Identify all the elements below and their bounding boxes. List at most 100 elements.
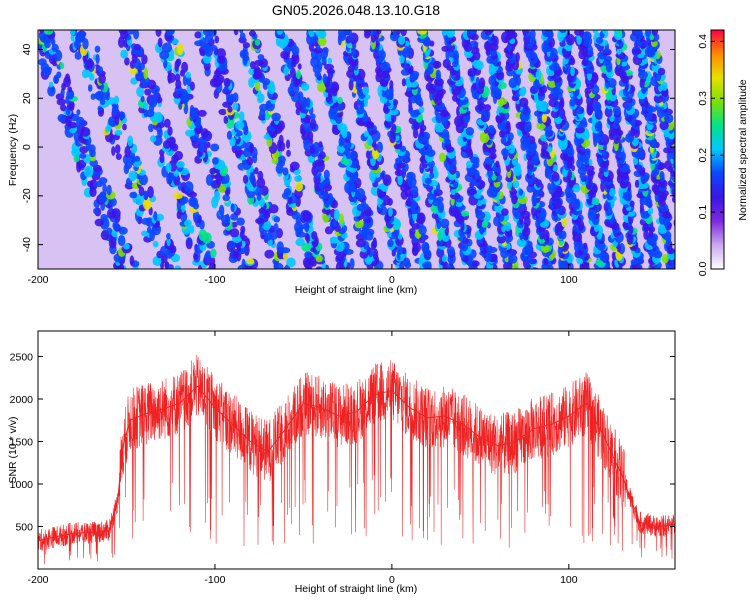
- heatmap-cell: [218, 108, 227, 116]
- heatmap-cell: [327, 57, 333, 65]
- heatmap-cell: [487, 124, 495, 134]
- heatmap-cell: [289, 67, 296, 79]
- heatmap-cell: [174, 265, 182, 269]
- heatmap-cell: [596, 37, 603, 44]
- heatmap-cell: [223, 115, 229, 124]
- heatmap-stripe: [592, 30, 645, 269]
- heatmap-stripe: [118, 30, 217, 269]
- heatmap-cell: [230, 221, 238, 228]
- heatmap-cell: [93, 208, 99, 215]
- heatmap-cell: [689, 264, 693, 275]
- heatmap-cell: [185, 237, 193, 250]
- heatmap-cell: [674, 228, 675, 231]
- heatmap-cell: [56, 98, 66, 106]
- line-y-tick-label: 2000: [10, 394, 34, 406]
- heatmap-cell: [467, 188, 477, 196]
- heatmap-cell: [381, 71, 387, 79]
- heatmap-cell: [273, 223, 279, 232]
- heatmap-cell: [174, 73, 181, 82]
- heatmap-cell: [176, 43, 184, 56]
- heatmap-cell: [264, 249, 275, 259]
- heatmap-cell: [165, 162, 172, 173]
- heatmap-cell: [246, 156, 254, 166]
- heatmap-cell: [500, 137, 507, 145]
- heatmap-cell: [684, 249, 690, 259]
- heatmap-cell: [189, 225, 195, 234]
- heatmap-cell: [124, 57, 130, 66]
- heatmap-y-axis-label: Frequency (Hz): [7, 114, 19, 186]
- heatmap-y-tick-label: 20: [21, 92, 33, 104]
- heatmap-cell: [128, 170, 138, 182]
- heatmap-cell: [439, 218, 450, 229]
- heatmap-cell: [671, 195, 675, 204]
- heatmap-cell: [404, 90, 415, 97]
- heatmap-stripe: [416, 30, 480, 269]
- heatmap-cell: [575, 126, 585, 134]
- heatmap-y-tick-label: -40: [21, 237, 33, 252]
- heatmap-cell: [138, 186, 145, 197]
- heatmap-cell: [118, 226, 128, 235]
- heatmap-cell: [395, 157, 403, 164]
- heatmap-cell: [679, 202, 688, 210]
- heatmap-cell: [382, 174, 392, 186]
- heatmap-cell: [683, 241, 689, 249]
- heatmap-cell: [295, 238, 306, 247]
- heatmap-cell: [101, 90, 109, 101]
- heatmap-stripe: [38, 30, 140, 269]
- heatmap-cell: [87, 84, 93, 92]
- heatmap-cell: [286, 257, 296, 268]
- heatmap-cell: [79, 152, 87, 159]
- colorbar-label: Normalized spectral amplitude: [737, 79, 749, 220]
- heatmap-cell: [153, 211, 158, 221]
- heatmap-cell: [305, 234, 311, 244]
- heatmap-cell: [265, 208, 272, 215]
- heatmap-cell: [236, 217, 245, 226]
- heatmap-cell: [337, 96, 343, 104]
- heatmap-cell: [301, 82, 310, 92]
- heatmap-cell: [677, 197, 682, 208]
- heatmap-cell: [102, 183, 107, 194]
- heatmap-cell: [446, 30, 456, 38]
- heatmap-cell: [504, 222, 512, 232]
- heatmap-cell: [167, 72, 172, 84]
- heatmap-cell: [310, 118, 317, 130]
- line-x-tick-label: -100: [204, 574, 225, 586]
- heatmap-cell: [414, 92, 421, 104]
- heatmap-cell: [89, 159, 98, 168]
- heatmap-cell: [276, 30, 283, 35]
- heatmap-cell: [680, 241, 686, 251]
- heatmap-cell: [123, 243, 130, 250]
- heatmap-cell: [679, 217, 684, 226]
- heatmap-cell: [541, 113, 548, 123]
- heatmap-cell: [205, 174, 214, 186]
- heatmap-cell: [475, 76, 480, 89]
- heatmap-cell: [576, 198, 581, 210]
- heatmap-cell: [348, 79, 354, 91]
- heatmap-cell: [114, 144, 121, 154]
- heatmap-cell: [163, 130, 169, 140]
- heatmap-cell: [143, 103, 149, 110]
- heatmap-cell: [163, 118, 171, 128]
- heatmap-cell: [127, 135, 134, 147]
- heatmap-cell: [57, 114, 66, 123]
- heatmap-cell: [202, 30, 213, 36]
- heatmap-cell: [547, 146, 553, 153]
- heatmap-cell: [418, 106, 425, 114]
- heatmap-cell: [583, 242, 588, 249]
- heatmap-cell: [364, 30, 372, 36]
- heatmap-cell: [148, 123, 154, 133]
- heatmap-cell: [227, 106, 233, 113]
- heatmap-cell: [653, 94, 664, 104]
- heatmap-x-tick-label: -200: [27, 274, 48, 286]
- heatmap-cell: [675, 186, 683, 196]
- heatmap-cell: [317, 36, 327, 47]
- heatmap-frame: [37, 29, 676, 270]
- heatmap-cell: [189, 81, 195, 91]
- heatmap-cell: [535, 68, 542, 81]
- heatmap-cell: [193, 253, 199, 260]
- heatmap-cell: [70, 30, 76, 36]
- heatmap-cell: [426, 261, 432, 269]
- heatmap-cell: [639, 202, 644, 213]
- heatmap-cell: [355, 239, 366, 248]
- heatmap-cell: [120, 49, 129, 59]
